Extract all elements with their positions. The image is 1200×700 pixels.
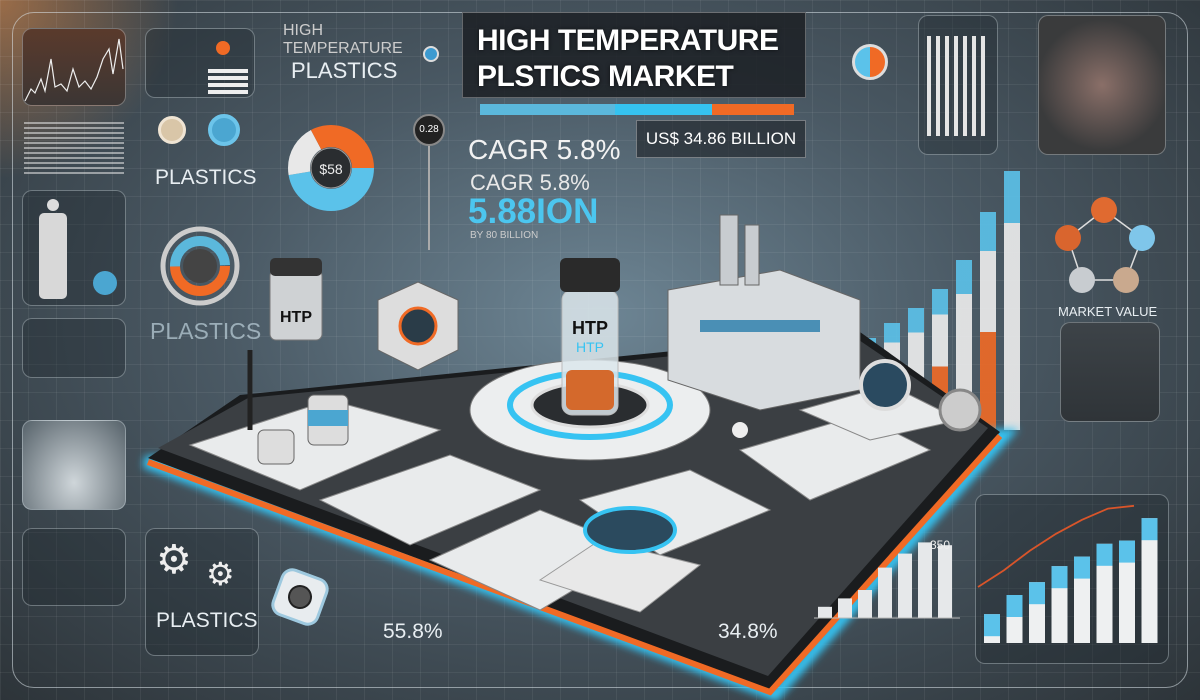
sketch-panel [1060, 322, 1160, 422]
bar-cap [1029, 582, 1045, 605]
waveform-chart [22, 28, 126, 106]
hexagon-dial [398, 306, 438, 346]
dial-right [859, 359, 911, 411]
plastics-label: PLASTICS [155, 166, 257, 189]
tile-bottom [538, 539, 702, 613]
value-caption: BY 80 BILLION [470, 230, 539, 241]
progress-bar [480, 104, 794, 115]
mini-chart-panel [22, 528, 126, 606]
bar [898, 553, 912, 618]
icon-panel [145, 28, 255, 98]
tile-disc [583, 506, 677, 554]
platform-orange-edge [146, 433, 1003, 696]
market-value-box: US$ 34.86 BILLION [636, 120, 806, 158]
bar [938, 545, 952, 618]
percent-left: 55.8% [383, 620, 443, 643]
cagr-secondary: CAGR 5.8% [470, 170, 590, 195]
growth-chart [977, 504, 1158, 643]
jar-label: HTP [572, 318, 608, 338]
progress-segment [480, 104, 616, 115]
market-share-donut: $58 [288, 125, 374, 211]
bar [1141, 518, 1158, 643]
container-label: HTP [280, 309, 312, 326]
progress-segment [712, 104, 794, 115]
small-chart-value: 350 [930, 538, 951, 552]
gear-small-icon: ⚙ [206, 556, 235, 592]
donut-gauge-left [160, 226, 240, 306]
percent-right: 34.8% [718, 620, 778, 643]
texture-panel [1038, 15, 1166, 155]
bar-cap [1096, 543, 1113, 566]
bar [1096, 543, 1113, 643]
gauge-label: 0.28 [413, 114, 445, 146]
sphere-icon [93, 271, 117, 295]
human-figure-icon [39, 213, 67, 299]
plastics-label-bottom: PLASTICS [156, 609, 258, 632]
knob-small [732, 422, 748, 438]
top-panel-line2: PLASTICS [291, 58, 398, 83]
shield-icon [423, 46, 439, 62]
bar [956, 259, 972, 430]
factory-building [667, 214, 861, 411]
progress-segment [615, 104, 713, 115]
value-highlight: 5.88ION [468, 192, 599, 231]
bar [838, 598, 852, 618]
blue-disc-icon [208, 114, 240, 146]
jar-contents [566, 370, 614, 410]
gauge-stem [428, 140, 430, 250]
bar [1004, 171, 1020, 430]
bar-cap [1074, 556, 1090, 579]
top-plastics-panel: HIGH TEMPERATURE PLASTICS [283, 22, 443, 92]
bar [858, 590, 872, 618]
stripes-icon [208, 69, 248, 95]
bar-cap [1051, 566, 1068, 589]
small-donut-icon [852, 44, 888, 80]
market-value-label: MARKET VALUE [1058, 304, 1158, 319]
gear-icon: ⚙ [156, 538, 192, 582]
title-line2: PLSTICS MARKET [477, 60, 734, 93]
dome-panel [22, 420, 126, 510]
figure-panel [22, 190, 126, 306]
gear-panel: ⚙ ⚙ PLASTICS [145, 528, 259, 656]
htp-container-left: HTP [269, 258, 323, 341]
bar-cap [1119, 540, 1135, 563]
growth-chart-panel [975, 494, 1169, 664]
jar-lid [560, 258, 620, 292]
bar-cap [1141, 518, 1158, 541]
molecule-diagram [1055, 197, 1155, 293]
title-line1: HIGH TEMPERATURE [477, 24, 779, 57]
bar [918, 542, 932, 618]
canister-small [257, 429, 295, 465]
disc-icon [158, 116, 186, 144]
trend-line [977, 504, 1135, 588]
vertical-bars-panel [918, 15, 998, 155]
bar-cap [984, 614, 1000, 637]
top-panel-line1: HIGH TEMPERATURE [283, 22, 403, 57]
cagr-primary: CAGR 5.8% [468, 134, 621, 165]
knob-right [938, 388, 982, 432]
waveform-lines [24, 38, 124, 102]
figure-head-icon [47, 199, 59, 211]
small-bar-chart [814, 542, 960, 619]
bar [878, 567, 892, 618]
bar [980, 211, 996, 430]
jar-label-2: HTP [576, 339, 604, 355]
donut-center-label: $58 [319, 161, 343, 177]
bar [818, 606, 832, 618]
image-panel [22, 318, 126, 378]
thin-bars [927, 36, 989, 136]
orange-dot-icon [216, 41, 230, 55]
text-block [24, 122, 124, 174]
bar [1119, 540, 1135, 643]
plastics-label-faded: PLASTICS [150, 318, 262, 344]
canister-band [308, 410, 348, 426]
bar-cap [1006, 595, 1023, 617]
title-panel: HIGH TEMPERATURE PLSTICS MARKET [462, 12, 806, 98]
